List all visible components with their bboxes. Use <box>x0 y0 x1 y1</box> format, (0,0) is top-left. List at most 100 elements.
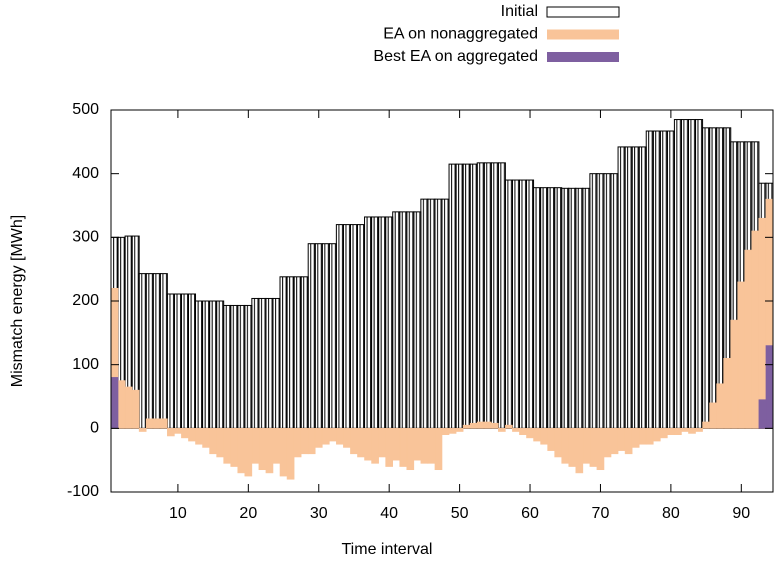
bar <box>518 179 528 429</box>
bar <box>188 428 196 442</box>
bar <box>497 162 506 429</box>
bar <box>547 187 556 429</box>
bar <box>723 357 732 429</box>
bar <box>357 428 365 458</box>
bar <box>716 383 725 429</box>
bar <box>378 216 387 429</box>
bar <box>610 428 619 455</box>
bar <box>744 249 753 429</box>
bar <box>258 428 267 471</box>
bar <box>666 130 675 429</box>
bar <box>434 198 443 429</box>
bar <box>476 421 485 429</box>
bar <box>244 304 253 429</box>
y-tick-label: 200 <box>72 292 99 309</box>
bar <box>336 428 344 445</box>
bar <box>300 428 309 455</box>
x-tick-label: 20 <box>239 505 257 522</box>
bar <box>575 428 584 474</box>
bar <box>476 162 485 429</box>
bar <box>660 428 668 439</box>
bar <box>342 224 351 429</box>
bar <box>561 187 570 429</box>
bar <box>751 230 760 429</box>
bar <box>441 428 450 436</box>
bar <box>448 163 457 429</box>
bar <box>209 428 217 455</box>
bar <box>504 179 513 429</box>
x-tick-label: 10 <box>169 505 187 522</box>
bar <box>300 276 309 429</box>
bar <box>547 428 555 451</box>
bar <box>427 428 436 464</box>
bar <box>307 428 316 455</box>
bar <box>519 428 527 436</box>
bar <box>279 428 288 477</box>
bar <box>265 428 274 474</box>
bar <box>631 428 640 448</box>
bar <box>152 418 161 429</box>
bar <box>371 428 379 464</box>
bar <box>131 389 140 429</box>
bar <box>145 418 154 429</box>
bar <box>540 187 549 429</box>
bar <box>399 428 408 467</box>
bar <box>111 377 119 429</box>
bar <box>652 428 661 442</box>
bar <box>258 297 267 429</box>
bar <box>533 187 542 429</box>
bar <box>702 127 711 429</box>
bar <box>695 119 704 429</box>
bar <box>631 146 640 429</box>
bar <box>272 297 281 429</box>
bar <box>695 428 703 432</box>
y-tick-label: 300 <box>72 229 99 246</box>
bar <box>652 130 661 429</box>
y-tick-label: 0 <box>90 420 99 437</box>
bar <box>645 130 654 429</box>
bar <box>681 428 689 432</box>
legend-label: EA on nonaggregated <box>383 26 538 43</box>
bar <box>512 428 520 432</box>
bar <box>610 173 619 429</box>
bar <box>343 428 351 448</box>
y-tick-label: 100 <box>72 356 99 373</box>
bar <box>730 319 739 429</box>
bar <box>223 304 232 429</box>
bar <box>638 428 647 445</box>
bar <box>575 187 584 429</box>
legend-swatch <box>546 6 620 18</box>
x-tick-label: 90 <box>732 505 750 522</box>
bar <box>138 273 147 429</box>
bar <box>314 243 323 429</box>
bar <box>406 428 415 471</box>
legend-label: Best EA on aggregated <box>373 48 538 65</box>
bar <box>237 304 246 429</box>
bar <box>195 428 203 445</box>
bar <box>603 173 612 429</box>
bar <box>230 304 239 429</box>
bar <box>617 146 626 429</box>
bar <box>673 119 682 429</box>
bar <box>659 130 668 429</box>
bar <box>328 243 337 429</box>
bar <box>427 198 436 429</box>
bar <box>251 297 260 429</box>
bar <box>329 428 337 442</box>
bar <box>159 273 168 429</box>
bar <box>187 293 197 429</box>
bar <box>216 428 224 458</box>
bar <box>455 428 464 432</box>
bar <box>406 211 415 429</box>
x-tick-label: 30 <box>310 505 328 522</box>
bar <box>202 428 210 448</box>
bar <box>174 428 182 434</box>
bar <box>624 428 633 455</box>
bar <box>399 211 408 429</box>
bar <box>448 428 457 434</box>
bar <box>540 428 548 445</box>
bar <box>293 276 302 429</box>
bar <box>321 428 330 445</box>
bar <box>526 428 534 439</box>
bar <box>490 162 499 429</box>
